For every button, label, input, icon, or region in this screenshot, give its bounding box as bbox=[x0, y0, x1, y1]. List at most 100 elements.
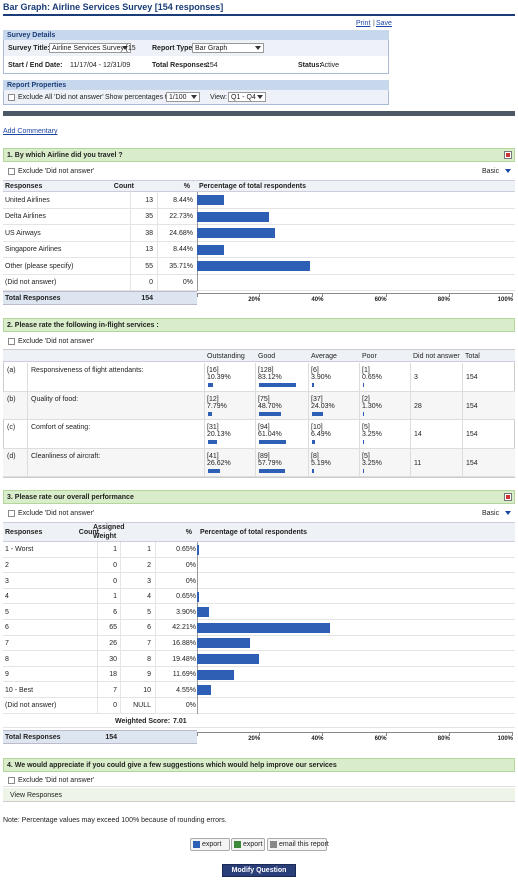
dropdown-arrow[interactable] bbox=[191, 95, 197, 99]
count: 0 bbox=[113, 702, 117, 710]
button[interactable] bbox=[267, 838, 327, 851]
table-row bbox=[3, 573, 515, 589]
bar bbox=[363, 383, 364, 387]
checkbox[interactable] bbox=[8, 168, 15, 175]
count-label: [8] bbox=[311, 452, 319, 460]
select[interactable] bbox=[49, 43, 131, 53]
count-label: [75] bbox=[258, 395, 270, 403]
cell-divider bbox=[97, 666, 98, 683]
checkbox[interactable] bbox=[8, 777, 15, 784]
cell-divider bbox=[155, 682, 156, 698]
axis-tick-start bbox=[197, 293, 198, 297]
count: 13 bbox=[145, 196, 153, 204]
cell-divider bbox=[97, 635, 98, 652]
table-row bbox=[3, 589, 515, 605]
axis-line bbox=[197, 731, 513, 733]
percent: 42.21% bbox=[172, 624, 196, 632]
cell-divider bbox=[130, 258, 131, 275]
cell-divider bbox=[255, 391, 256, 420]
x-tick-label: 60% bbox=[374, 735, 387, 742]
cell-divider bbox=[97, 604, 98, 620]
view-responses-link[interactable]: View Responses bbox=[10, 792, 63, 799]
percent: 3.25% bbox=[362, 431, 382, 438]
count: 0 bbox=[113, 561, 117, 569]
button[interactable] bbox=[222, 864, 296, 877]
label: Report Type: bbox=[152, 45, 195, 52]
x-tick bbox=[259, 731, 261, 736]
total: 154 bbox=[105, 733, 117, 741]
dropdown-arrow[interactable] bbox=[505, 169, 511, 173]
cell-divider bbox=[155, 635, 156, 652]
cell-divider bbox=[359, 391, 360, 420]
cell-divider bbox=[97, 588, 98, 605]
column-header: Count bbox=[78, 528, 99, 536]
cell-divider bbox=[308, 391, 309, 420]
save-link[interactable]: Save bbox=[376, 20, 392, 27]
bar bbox=[363, 468, 365, 473]
weight: 8 bbox=[147, 655, 151, 663]
total-label: Total Responses bbox=[5, 295, 61, 302]
cell-divider bbox=[155, 573, 156, 589]
link-separator: | bbox=[373, 20, 375, 27]
percent: 3.25% bbox=[362, 459, 382, 467]
total: 154 bbox=[141, 295, 153, 302]
cell-divider bbox=[27, 448, 28, 477]
column-header: Responses bbox=[5, 528, 43, 536]
dropdown-arrow[interactable] bbox=[122, 46, 128, 50]
checkbox-label: Exclude 'Did not answer' bbox=[18, 168, 95, 175]
count-label: [12] bbox=[207, 395, 219, 403]
axis-panel bbox=[197, 291, 515, 305]
x-tick-label: 40% bbox=[311, 735, 324, 742]
weight: 1 bbox=[147, 546, 151, 554]
select[interactable] bbox=[228, 92, 266, 102]
cell-divider bbox=[155, 557, 156, 574]
checkbox[interactable] bbox=[8, 94, 15, 101]
cell-divider bbox=[462, 448, 463, 477]
cell-divider bbox=[120, 666, 121, 683]
x-tick bbox=[322, 293, 324, 297]
view-select[interactable]: Basic bbox=[482, 168, 500, 175]
table-row bbox=[3, 275, 515, 291]
dropdown-arrow[interactable] bbox=[505, 511, 511, 515]
view-select[interactable]: Basic bbox=[482, 510, 500, 517]
select[interactable] bbox=[166, 92, 200, 102]
cell-divider bbox=[410, 448, 411, 477]
percent: 61.04% bbox=[258, 431, 282, 438]
cell-divider bbox=[157, 258, 158, 275]
dropdown-arrow[interactable] bbox=[257, 95, 263, 99]
matrix-row bbox=[3, 363, 515, 392]
table-row bbox=[3, 604, 515, 620]
bar bbox=[197, 228, 275, 239]
percent: 83.12% bbox=[258, 374, 282, 381]
table-row bbox=[3, 258, 515, 275]
table-row bbox=[3, 620, 515, 636]
x-tick bbox=[448, 293, 450, 297]
add-commentary-link[interactable]: Add Commentary bbox=[3, 128, 58, 135]
toolbar-row bbox=[3, 773, 515, 787]
checkbox[interactable] bbox=[8, 510, 15, 517]
cell-divider bbox=[155, 666, 156, 683]
count-label: [16] bbox=[207, 367, 219, 374]
select[interactable] bbox=[192, 43, 264, 53]
table-row bbox=[3, 651, 515, 667]
checkbox[interactable] bbox=[8, 338, 15, 345]
cell-divider bbox=[308, 363, 309, 392]
button[interactable] bbox=[190, 838, 230, 851]
button-icon bbox=[193, 841, 200, 848]
bar bbox=[259, 440, 287, 444]
table-row bbox=[3, 542, 515, 558]
bar bbox=[197, 622, 331, 633]
count-label: [41] bbox=[207, 452, 219, 460]
percent: 0.65% bbox=[176, 593, 196, 601]
x-tick-label: 20% bbox=[248, 735, 261, 742]
bar bbox=[197, 654, 259, 664]
column-header-row bbox=[3, 350, 515, 362]
label: Total Responses: bbox=[152, 62, 210, 69]
print-link[interactable]: Print bbox=[356, 20, 371, 27]
label: Start / End Date: bbox=[8, 62, 63, 69]
response-label: 4 bbox=[5, 593, 9, 601]
bar bbox=[208, 411, 212, 416]
percent: 0% bbox=[185, 702, 196, 710]
dropdown-arrow[interactable] bbox=[255, 46, 261, 50]
count-label: [31] bbox=[207, 424, 219, 431]
